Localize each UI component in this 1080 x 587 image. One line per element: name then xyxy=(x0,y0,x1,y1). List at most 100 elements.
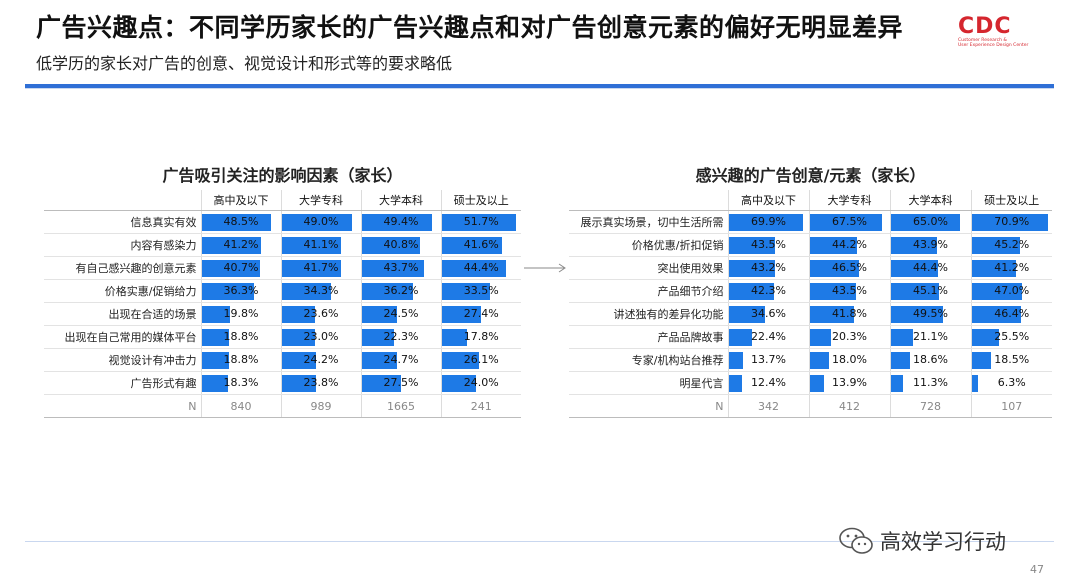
right-row-label: 专家/机构站台推荐 xyxy=(569,348,728,372)
left-table-row: 有自己感兴趣的创意元素 40.7% 41.7% 43.7% 44.4% xyxy=(44,256,521,280)
right-bar xyxy=(971,214,1048,231)
logo-mark: CDC xyxy=(958,14,1012,39)
left-value-label: 17.8% xyxy=(463,330,499,343)
right-value-cell: 44.4% xyxy=(889,256,971,280)
cdc-logo: CDC Customer Research & User Experience … xyxy=(958,16,1038,56)
right-bar xyxy=(809,329,832,346)
right-value-cell: 18.5% xyxy=(970,348,1052,372)
left-value-label: 41.2% xyxy=(223,238,259,251)
left-value-cell: 34.3% xyxy=(280,279,361,303)
left-column-header: 大学本科 xyxy=(360,190,441,211)
right-bar xyxy=(890,352,911,369)
left-row-label: 出现在合适的场景 xyxy=(44,302,201,326)
left-bar xyxy=(361,283,414,300)
right-value-cell: 65.0% xyxy=(889,210,971,234)
left-value-cell: 24.7% xyxy=(360,348,441,372)
right-value-cell: 13.7% xyxy=(727,348,809,372)
right-column-header: 高中及以下 xyxy=(727,190,809,211)
left-row-label: 有自己感兴趣的创意元素 xyxy=(44,256,201,280)
right-column-header: 大学专科 xyxy=(808,190,890,211)
right-value-cell: 42.3% xyxy=(727,279,809,303)
right-value-cell: 12.4% xyxy=(727,371,809,395)
left-sample-size-value: 989 xyxy=(280,394,361,418)
right-value-cell: 69.9% xyxy=(727,210,809,234)
right-table-row: 专家/机构站台推荐 13.7% 18.0% 18.6% 18.5% xyxy=(569,348,1052,372)
left-value-cell: 41.1% xyxy=(280,233,361,257)
left-bar xyxy=(201,237,261,254)
right-bar xyxy=(809,352,829,369)
right-sample-size-value: 728 xyxy=(889,394,971,418)
left-value-cell: 18.8% xyxy=(200,348,281,372)
right-bar xyxy=(890,214,960,231)
left-bar xyxy=(441,260,506,277)
left-value-cell: 36.3% xyxy=(200,279,281,303)
left-bar xyxy=(281,283,331,300)
left-value-cell: 24.2% xyxy=(280,348,361,372)
left-value-cell: 33.5% xyxy=(440,279,521,303)
right-value-label: 6.3% xyxy=(997,376,1026,389)
left-table-row: 广告形式有趣 18.3% 23.8% 27.5% 24.0% xyxy=(44,371,521,395)
left-value-label: 27.5% xyxy=(383,376,419,389)
right-value-label: 25.5% xyxy=(994,330,1030,343)
left-value-cell: 51.7% xyxy=(440,210,521,234)
left-bar xyxy=(361,260,425,277)
wechat-icon xyxy=(839,527,873,554)
right-value-label: 46.5% xyxy=(832,261,867,274)
page-number: 47 xyxy=(1030,563,1044,576)
right-table-row: 突出使用效果 43.2% 46.5% 44.4% 41.2% xyxy=(569,256,1052,280)
left-value-cell: 41.7% xyxy=(280,256,361,280)
right-table-row: 产品品牌故事 22.4% 20.3% 21.1% 25.5% xyxy=(569,325,1052,349)
left-value-label: 49.0% xyxy=(303,215,339,228)
left-value-cell: 24.0% xyxy=(440,371,521,395)
left-bar xyxy=(441,237,502,254)
right-value-label: 18.0% xyxy=(832,353,867,366)
left-bar xyxy=(201,214,272,231)
right-value-cell: 13.9% xyxy=(808,371,890,395)
right-value-cell: 34.6% xyxy=(727,302,809,326)
right-column-header: 大学本科 xyxy=(889,190,971,211)
right-value-label: 11.3% xyxy=(913,376,948,389)
left-bar xyxy=(441,352,480,369)
right-value-label: 20.3% xyxy=(832,330,867,343)
left-header-row: 高中及以下 大学专科 大学本科 硕士及以上 xyxy=(44,190,521,211)
right-header-row: 高中及以下 大学专科 大学本科 硕士及以上 xyxy=(569,190,1052,211)
left-table-row: 出现在合适的场景 19.8% 23.6% 24.5% 27.4% xyxy=(44,302,521,326)
right-value-cell: 43.5% xyxy=(727,233,809,257)
right-row-label: 价格优惠/折扣促销 xyxy=(569,233,728,257)
left-value-label: 23.0% xyxy=(303,330,339,343)
right-value-label: 43.2% xyxy=(751,261,786,274)
right-value-label: 34.6% xyxy=(751,307,786,320)
left-value-label: 19.8% xyxy=(223,307,259,320)
right-value-label: 65.0% xyxy=(913,215,948,228)
left-value-label: 18.8% xyxy=(223,353,259,366)
right-value-cell: 18.6% xyxy=(889,348,971,372)
right-bar xyxy=(971,329,999,346)
left-value-cell: 40.7% xyxy=(200,256,281,280)
left-bar xyxy=(441,283,490,300)
watermark-text: 高效学习行动 xyxy=(880,530,1006,554)
right-value-label: 42.3% xyxy=(751,284,786,297)
right-value-label: 44.2% xyxy=(832,238,867,251)
left-sample-size-label: N xyxy=(44,394,201,418)
right-table-row: 展示真实场景，切中生活所需 69.9% 67.5% 65.0% 70.9% xyxy=(569,210,1052,234)
left-value-label: 44.4% xyxy=(463,261,499,274)
right-value-label: 22.4% xyxy=(751,330,786,343)
right-value-cell: 21.1% xyxy=(889,325,971,349)
right-row-label: 突出使用效果 xyxy=(569,256,728,280)
left-bar xyxy=(201,352,229,369)
right-value-label: 41.8% xyxy=(832,307,867,320)
left-value-label: 18.8% xyxy=(223,330,259,343)
right-bar xyxy=(971,283,1022,300)
left-row-label: 内容有感染力 xyxy=(44,233,201,257)
right-value-cell: 46.4% xyxy=(970,302,1052,326)
left-bar xyxy=(201,283,254,300)
right-bar xyxy=(971,306,1022,323)
right-value-cell: 49.5% xyxy=(889,302,971,326)
left-value-cell: 40.8% xyxy=(360,233,441,257)
left-value-label: 26.1% xyxy=(463,353,499,366)
right-value-label: 47.0% xyxy=(994,284,1030,297)
left-value-cell: 19.8% xyxy=(200,302,281,326)
right-sample-size-label: N xyxy=(569,394,728,418)
left-table-row: 出现在自己常用的媒体平台 18.8% 23.0% 22.3% 17.8% xyxy=(44,325,521,349)
page-subtitle: 低学历的家长对广告的创意、视觉设计和形式等的要求略低 xyxy=(36,54,453,73)
